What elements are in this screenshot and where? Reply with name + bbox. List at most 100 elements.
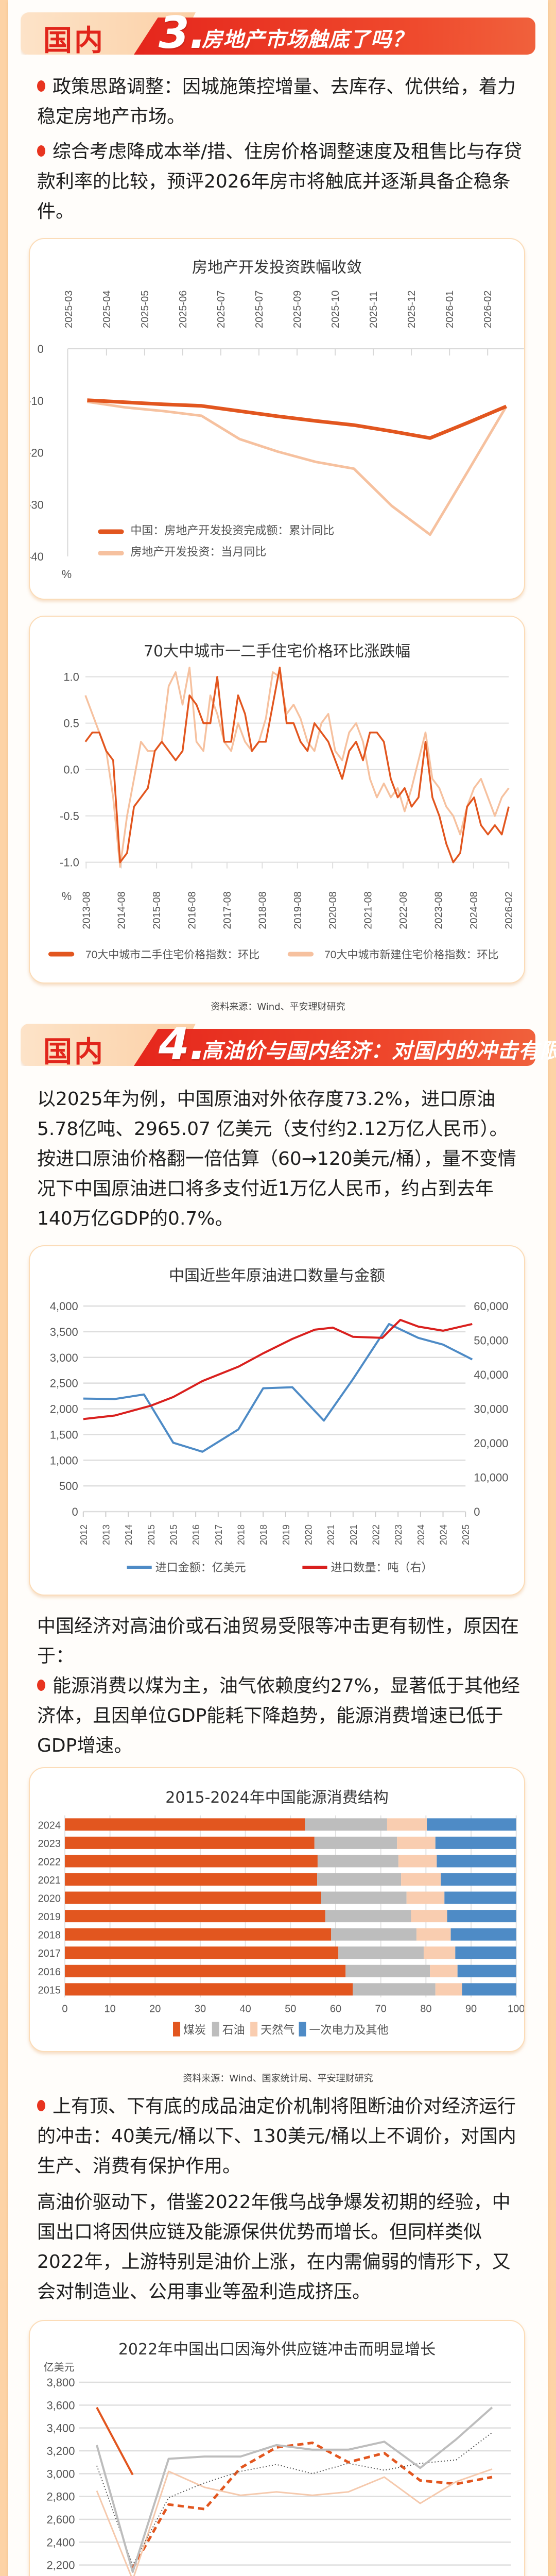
svg-text:0.5: 0.5 [63,717,79,730]
svg-text:20: 20 [149,2003,161,2014]
svg-text:2019: 2019 [281,1524,291,1545]
svg-text:50: 50 [285,2003,296,2014]
svg-text:2026-02: 2026-02 [482,291,494,328]
svg-text:1.0: 1.0 [63,671,79,684]
svg-text:2021-08: 2021-08 [363,891,374,929]
section-3-header: 国内 3. 房地产市场触底了吗？ [21,7,535,59]
svg-text:2015: 2015 [168,1524,179,1545]
svg-text:-20: -20 [30,447,44,460]
svg-text:70: 70 [375,2003,387,2014]
svg-text:4,000: 4,000 [50,1300,78,1313]
svg-text:2014: 2014 [124,1524,134,1545]
svg-text:进口数量：吨（右）: 进口数量：吨（右） [331,1561,432,1574]
svg-text:2,000: 2,000 [50,1403,78,1416]
chart-card-crude-imports: 中国近些年原油进口数量与金额 0 500 1,000 1,500 2,000 2,500 3… [29,1245,525,1596]
svg-text:2013: 2013 [101,1524,111,1545]
svg-text:2025-06: 2025-06 [178,291,189,328]
svg-text:2018-08: 2018-08 [257,891,268,929]
crude-imports-line-chart: 0 500 1,000 1,500 2,000 2,500 3,000 3,500 4,000 0… [50,1300,509,1574]
svg-text:2022: 2022 [38,1856,61,1868]
svg-text:30: 30 [195,2003,206,2014]
svg-text:2024: 2024 [416,1524,426,1545]
svg-text:2017-08: 2017-08 [222,891,233,929]
svg-text:3,500: 3,500 [50,1326,78,1338]
svg-text:2025: 2025 [461,1524,471,1545]
svg-text:3,200: 3,200 [46,2445,75,2458]
svg-text:2,500: 2,500 [50,1377,78,1390]
svg-text:2020: 2020 [303,1524,314,1545]
svg-text:2025-05: 2025-05 [140,291,151,328]
exports-line-chart: 亿美元2,0002,2002,4002,6002,8003,0003,2003,… [44,2361,511,2576]
svg-text:2026-02: 2026-02 [503,891,515,929]
svg-text:2016-08: 2016-08 [187,891,198,929]
svg-text:10,000: 10,000 [474,1471,508,1484]
svg-text:2025-09: 2025-09 [292,291,303,328]
svg-text:3,000: 3,000 [50,1351,78,1364]
svg-text:2021: 2021 [38,1875,61,1886]
svg-text:房地产开发投资：当月同比: 房地产开发投资：当月同比 [130,546,266,558]
svg-text:2023: 2023 [393,1524,404,1545]
section-tag-label: 国内 [43,24,105,58]
svg-text:70大中城市二手住宅价格指数：环比: 70大中城市二手住宅价格指数：环比 [85,949,259,961]
svg-text:60: 60 [330,2003,341,2014]
source-note: 资料来源：Wind、国家统计局、平安理财研究 [183,2073,373,2084]
svg-text:中国：房地产开发投资完成额：累计同比: 中国：房地产开发投资完成额：累计同比 [130,524,334,537]
svg-text:2015: 2015 [38,1985,61,1996]
svg-text:40: 40 [240,2003,251,2014]
svg-text:2,800: 2,800 [46,2490,75,2503]
svg-text:一次电力及其他: 一次电力及其他 [309,2024,389,2037]
svg-text:0: 0 [474,1505,480,1518]
svg-text:2018: 2018 [258,1524,269,1545]
chart-card-city70: 70大中城市一二手住宅价格环比涨跌幅 1.0 0.5 0.0 -0.5 -1.0 2013… [29,616,525,984]
chart-title: 房地产开发投资跌幅收敛 [192,259,362,277]
bullet-dot-icon [37,145,45,157]
svg-text:2025-07: 2025-07 [216,291,227,328]
section-tag-label: 国内 [43,1036,105,1069]
energy-structure-bar-chart: 0 10 20 30 40 50 60 70 80 90 100 2024 2023 2022 2021 20… [38,1815,524,2037]
svg-text:2019-08: 2019-08 [292,891,304,929]
re-investment-line-chart: 2025-03 2025-04 2025-05 2025-06 2025-07 2025-… [30,291,524,581]
svg-text:2021: 2021 [349,1524,359,1545]
svg-text:%: % [62,890,72,903]
svg-text:2024: 2024 [439,1524,449,1545]
svg-text:500: 500 [59,1480,78,1493]
paragraph: 中国经济对高油价或石油贸易受限等冲击更有韧性，原因在于： [37,1616,519,1667]
svg-text:2023-08: 2023-08 [433,891,444,929]
svg-text:2026-01: 2026-01 [444,291,456,328]
bullet-paragraph: 能源消费以煤为主，油气依赖度约27%，显著低于其他经济体，且因单位GDP能耗下降… [37,1675,520,1756]
bullet-dot-icon [37,1680,45,1691]
svg-text:-30: -30 [30,498,44,511]
svg-text:2,200: 2,200 [46,2559,75,2572]
bullet-dot-icon [37,2100,45,2111]
chart-title: 70大中城市一二手住宅价格环比涨跌幅 [143,642,411,660]
section-title: 房地产市场触底了吗？ [202,28,413,52]
svg-text:2020: 2020 [38,1893,61,1905]
svg-text:2024: 2024 [38,1820,61,1831]
bullet-paragraph: 政策思路调整：因城施策控增量、去库存、优供给，着力稳定房地产市场。 [37,76,516,127]
svg-text:2024-08: 2024-08 [468,891,480,929]
svg-text:天然气: 天然气 [260,2024,294,2037]
svg-text:2025-10: 2025-10 [330,291,341,328]
svg-text:0: 0 [38,343,44,355]
svg-text:60,000: 60,000 [474,1300,508,1313]
svg-text:0.0: 0.0 [63,764,79,776]
svg-text:2025-12: 2025-12 [406,291,418,328]
bullet-paragraph: 综合考虑降成本举/措、住房价格调整速度及租售比与存贷款利率的比较，预评2026年… [37,141,523,222]
svg-text:1,000: 1,000 [50,1454,78,1467]
svg-text:70大中城市新建住宅价格指数：环比: 70大中城市新建住宅价格指数：环比 [324,949,498,961]
svg-text:2,600: 2,600 [46,2513,75,2526]
svg-text:亿美元: 亿美元 [44,2361,75,2373]
svg-text:1,500: 1,500 [50,1428,78,1441]
svg-text:2017: 2017 [38,1948,61,1959]
svg-text:-40: -40 [30,550,44,563]
svg-text:3,000: 3,000 [46,2467,75,2480]
svg-text:2016: 2016 [191,1524,201,1545]
svg-text:-10: -10 [30,395,44,408]
svg-text:石油: 石油 [222,2024,245,2037]
svg-text:2022: 2022 [371,1524,381,1545]
paragraph: 以2025年为例，中国原油对外依存度73.2%，进口原油5.78亿吨、2965.… [37,1089,516,1229]
svg-text:2017: 2017 [214,1524,224,1545]
chart-card-exports: 2022年中国出口因海外供应链冲击而明显增长 亿美元2,0002,2002,40… [29,2320,525,2576]
svg-text:-0.5: -0.5 [60,810,79,823]
svg-text:3,400: 3,400 [46,2422,75,2435]
